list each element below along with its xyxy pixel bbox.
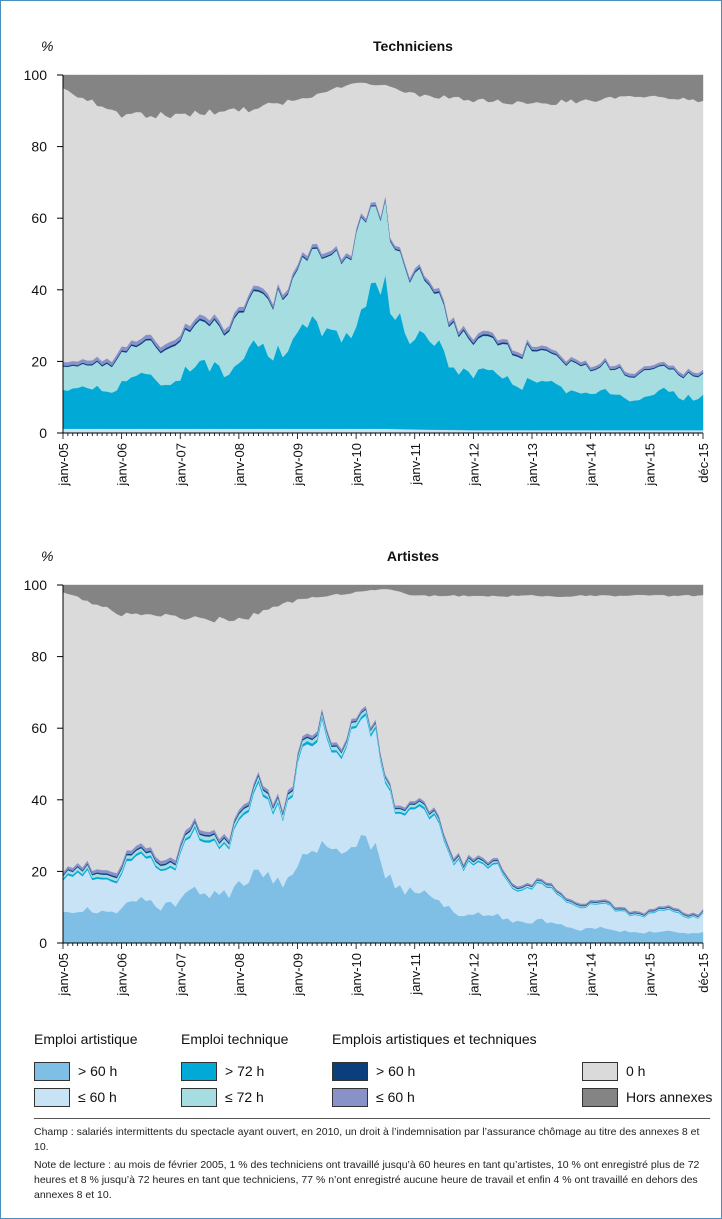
legend-group-emploi-artistique: Emploi artistique <box>34 1031 138 1047</box>
x-tick-label: janv-05 <box>56 443 71 487</box>
legend-swatch <box>34 1061 70 1081</box>
area-series-7 <box>62 74 704 119</box>
legend-swatch <box>34 1087 70 1107</box>
y-tick-label: 80 <box>31 139 47 155</box>
x-tick-label: janv-10 <box>349 953 364 997</box>
x-tick-label: janv-08 <box>232 953 247 997</box>
area-series-7 <box>62 584 704 623</box>
x-tick-label: janv-05 <box>56 953 71 997</box>
x-tick-label: janv-09 <box>291 953 306 997</box>
x-tick-label: janv-11 <box>408 953 423 996</box>
x-tick-label: janv-06 <box>115 443 130 487</box>
legend-label: > 60 h <box>376 1063 416 1079</box>
x-tick-label: janv-10 <box>349 443 364 487</box>
legend-item-zero-h: 0 h <box>582 1060 645 1082</box>
y-tick-label: 100 <box>24 67 48 83</box>
y-tick-label: 40 <box>31 282 47 298</box>
x-tick-label: janv-08 <box>232 443 247 487</box>
legend-item-tech-le72: ≤ 72 h <box>181 1086 264 1108</box>
legend-item-hors-annexes: Hors annexes <box>582 1086 712 1108</box>
legend-label: > 60 h <box>78 1063 118 1079</box>
y-tick-label: 60 <box>31 210 47 226</box>
legend-swatch <box>181 1061 217 1081</box>
legend-item-both-le60: ≤ 60 h <box>332 1086 415 1108</box>
legend-swatch <box>332 1087 368 1107</box>
note-lecture: Note de lecture : au mois de février 200… <box>34 1159 700 1201</box>
legend-label: 0 h <box>626 1063 646 1079</box>
x-tick-label: janv-13 <box>525 953 540 997</box>
y-tick-label: 0 <box>39 425 47 441</box>
y-unit-label: % <box>41 38 53 54</box>
y-tick-label: 0 <box>39 935 47 951</box>
chart-title: Techniciens <box>373 38 453 54</box>
legend-label: ≤ 72 h <box>225 1089 264 1105</box>
legend-label: > 72 h <box>225 1063 265 1079</box>
x-tick-label: janv-07 <box>173 443 188 487</box>
x-tick-label: janv-14 <box>584 953 599 997</box>
techniciens-chart: Techniciens% 0 20 40 60 80 100 janv-05 janv-06 ja… <box>24 38 711 487</box>
y-tick-label: 40 <box>31 792 47 808</box>
chart-title: Artistes <box>387 548 439 564</box>
y-tick-label: 100 <box>24 577 48 593</box>
legend-group-emploi-technique: Emploi technique <box>181 1031 289 1047</box>
x-tick-label: janv-07 <box>173 953 188 997</box>
legend-item-both-gt60: > 60 h <box>332 1060 415 1082</box>
y-tick-label: 60 <box>31 720 47 736</box>
x-tick-label: janv-11 <box>408 443 423 486</box>
legend-item-art-le60: ≤ 60 h <box>34 1086 117 1108</box>
x-tick-label: janv-09 <box>291 443 306 487</box>
legend-swatch <box>332 1061 368 1081</box>
x-tick-label: janv-12 <box>466 953 481 997</box>
legend-label: ≤ 60 h <box>78 1089 117 1105</box>
legend-group-emplois-artistiques-et-techniques: Emplois artistiques et techniques <box>332 1031 537 1047</box>
legend-label: ≤ 60 h <box>376 1089 415 1105</box>
x-tick-label: janv-12 <box>466 443 481 487</box>
legend-item-art-gt60: > 60 h <box>34 1060 117 1082</box>
legend-swatch <box>582 1087 618 1107</box>
note-champ: Champ : salariés intermittents du specta… <box>34 1126 700 1153</box>
y-tick-label: 80 <box>31 649 47 665</box>
y-tick-label: 20 <box>31 353 47 369</box>
y-unit-label: % <box>41 548 53 564</box>
legend-label: Hors annexes <box>626 1089 713 1105</box>
divider-rule <box>34 1118 710 1119</box>
x-tick-label: déc-15 <box>696 953 711 993</box>
legend-item-tech-gt72: > 72 h <box>181 1060 264 1082</box>
legend-swatch <box>582 1061 618 1081</box>
x-tick-label: janv-14 <box>584 443 599 487</box>
x-tick-label: janv-15 <box>642 443 657 487</box>
x-tick-label: janv-15 <box>642 953 657 997</box>
artistes-chart: Artistes% 0 20 40 60 80 100 janv-05 janv-06 janv-… <box>24 548 711 997</box>
x-tick-label: janv-13 <box>525 443 540 487</box>
y-tick-label: 20 <box>31 863 47 879</box>
x-tick-label: janv-06 <box>115 953 130 997</box>
legend-swatch <box>181 1087 217 1107</box>
x-tick-label: déc-15 <box>696 443 711 483</box>
